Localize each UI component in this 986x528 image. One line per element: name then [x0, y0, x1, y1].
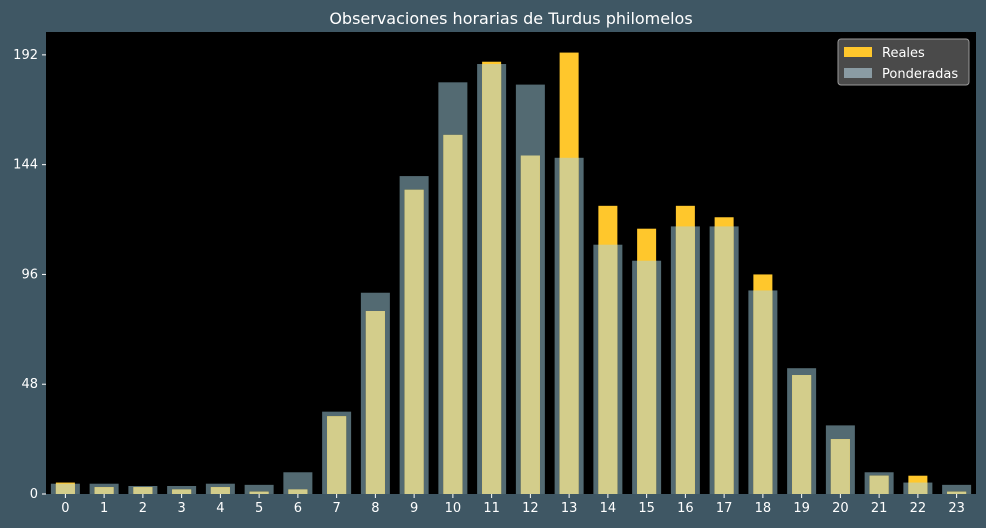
bar-overlap-5 — [249, 491, 269, 494]
x-tick-label-10: 10 — [445, 501, 462, 516]
bar-overlap-11 — [482, 64, 502, 494]
x-tick-label-14: 14 — [600, 501, 617, 516]
bar-overlap-3 — [172, 489, 192, 494]
legend-label-ponderadas: Ponderadas — [882, 67, 958, 82]
bar-ponderadas-23 — [942, 484, 972, 494]
bar-overlap-10 — [443, 134, 463, 495]
x-tick-label-21: 21 — [871, 501, 888, 516]
legend-swatch-reales — [844, 47, 872, 57]
plot-area — [46, 32, 976, 494]
x-tick-label-0: 0 — [61, 501, 69, 516]
legend: Reales Ponderadas — [837, 38, 970, 86]
x-tick-label-1: 1 — [100, 501, 108, 516]
x-tick-label-5: 5 — [255, 501, 263, 516]
chart-title: Observaciones horarias de Turdus philome… — [329, 9, 692, 28]
bar-overlap-18 — [753, 290, 773, 494]
bar-ponderadas-6 — [283, 472, 313, 494]
bar-overlap-20 — [830, 439, 850, 494]
y-tick-label-192: 192 — [13, 48, 38, 63]
bar-ponderadas-5 — [244, 484, 274, 494]
bar-overlap-4 — [210, 487, 230, 494]
axes: 0 1 2 3 4 5 6 7 8 9 10 11 12 13 14 15 16 17 18 19 20 21 22 2304… — [13, 48, 965, 516]
y-tick-label-96: 96 — [21, 267, 38, 282]
legend-label-reales: Reales — [882, 46, 925, 61]
bar-overlap-13 — [559, 157, 579, 494]
overlap-bars — [55, 64, 967, 495]
bar-overlap-14 — [598, 244, 618, 494]
bar-overlap-0 — [55, 483, 75, 494]
bar-overlap-23 — [947, 491, 967, 494]
x-tick-label-20: 20 — [832, 501, 849, 516]
x-tick-label-19: 19 — [793, 501, 810, 516]
x-tick-label-16: 16 — [677, 501, 694, 516]
bar-overlap-17 — [714, 226, 734, 494]
y-tick-label-144: 144 — [13, 158, 38, 173]
x-tick-label-22: 22 — [910, 501, 927, 516]
bar-overlap-8 — [365, 311, 385, 494]
legend-swatch-ponderadas — [844, 68, 872, 78]
bar-overlap-12 — [520, 155, 540, 494]
bar-overlap-1 — [94, 487, 114, 494]
x-tick-label-13: 13 — [561, 501, 578, 516]
bar-overlap-9 — [404, 189, 424, 494]
x-tick-label-8: 8 — [371, 501, 379, 516]
x-tick-label-3: 3 — [177, 501, 185, 516]
y-tick-label-48: 48 — [21, 377, 38, 392]
x-tick-label-23: 23 — [948, 501, 965, 516]
bar-overlap-7 — [327, 416, 347, 494]
x-tick-label-12: 12 — [522, 501, 539, 516]
x-tick-label-9: 9 — [410, 501, 418, 516]
x-tick-label-15: 15 — [638, 501, 655, 516]
x-tick-label-17: 17 — [716, 501, 733, 516]
x-tick-label-4: 4 — [216, 501, 224, 516]
bar-overlap-15 — [637, 260, 657, 494]
x-tick-label-18: 18 — [755, 501, 772, 516]
x-tick-label-2: 2 — [139, 501, 147, 516]
bar-overlap-22 — [908, 482, 928, 494]
bar-overlap-16 — [675, 226, 695, 494]
x-tick-label-7: 7 — [332, 501, 340, 516]
x-tick-label-6: 6 — [294, 501, 302, 516]
bar-overlap-6 — [288, 489, 308, 494]
bar-overlap-19 — [792, 375, 812, 494]
bar-overlap-21 — [869, 475, 889, 494]
x-tick-label-11: 11 — [483, 501, 500, 516]
bar-overlap-2 — [133, 487, 153, 494]
y-tick-label-0: 0 — [30, 487, 38, 502]
